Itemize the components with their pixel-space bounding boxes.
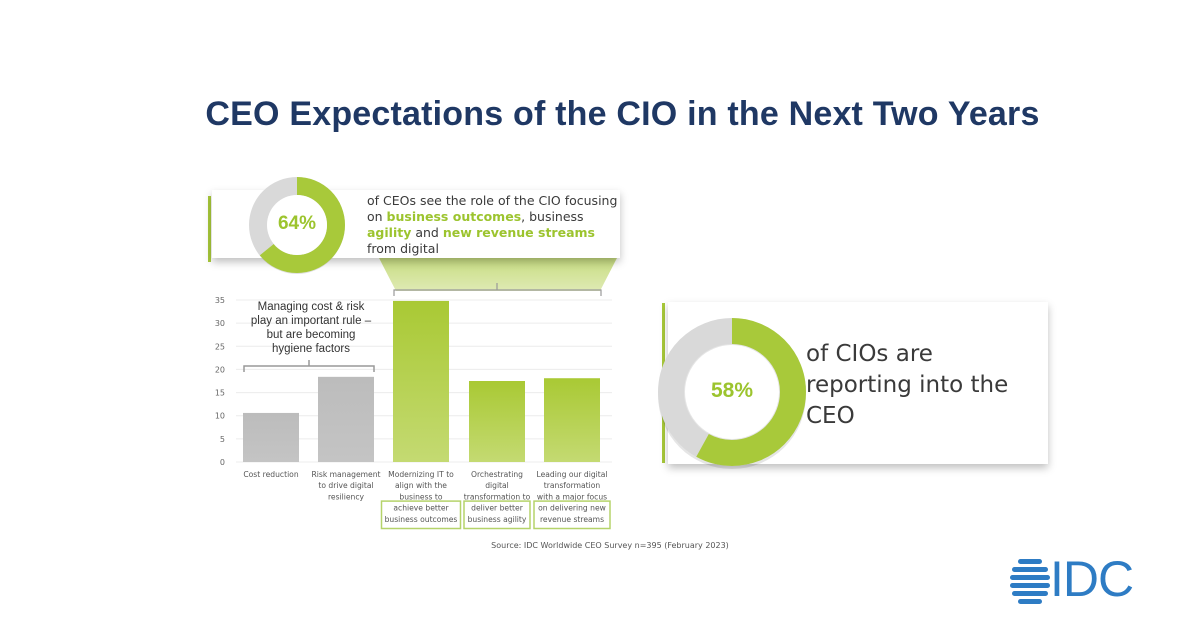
y-tick-label: 5 — [220, 435, 225, 444]
donut-64 — [249, 177, 345, 274]
highlight-text: business outcomes — [386, 209, 522, 224]
callout-text-part: from digital — [367, 241, 439, 256]
x-tick-label-highlighted: business outcomes — [385, 515, 458, 524]
idc-logo-icon — [1010, 559, 1050, 604]
x-tick-label: to drive digital — [318, 481, 373, 490]
x-tick-label: Risk management — [311, 470, 380, 479]
bar — [318, 376, 374, 462]
donut-58-arc — [658, 318, 806, 466]
page-title: CEO Expectations of the CIO in the Next … — [205, 95, 1040, 133]
callout-right-text: of CIOs are reporting into the CEO — [806, 341, 1009, 429]
bar — [393, 300, 449, 462]
donut-64-center — [267, 195, 327, 255]
idc-logo-text: IDC — [1050, 551, 1134, 607]
bracket-gray — [243, 360, 375, 372]
x-tick-label-highlighted: on delivering new — [538, 504, 606, 513]
x-tick-label: align with the — [395, 481, 447, 490]
bar — [544, 378, 600, 462]
x-tick-label: Leading our digital — [537, 470, 608, 479]
y-tick-label: 10 — [215, 412, 225, 421]
highlight-text: agility — [367, 225, 412, 240]
funnel-shape — [378, 256, 618, 291]
x-tick-label-highlighted: revenue streams — [540, 515, 604, 524]
source-note: Source: IDC Worldwide CEO Survey n=395 (… — [491, 541, 729, 550]
percent-64: 64% — [277, 213, 317, 234]
y-tick-label: 25 — [215, 342, 225, 351]
highlight-box — [380, 500, 462, 530]
donut-58-center — [685, 345, 779, 439]
bar — [243, 412, 299, 462]
x-tick-label-highlighted: achieve better — [393, 504, 449, 513]
highlight-text: new revenue streams — [442, 225, 595, 240]
x-tick-label: with a major focus — [537, 492, 607, 501]
callout-text-part: and — [411, 225, 443, 240]
x-tick-label: digital — [485, 481, 509, 490]
percent-58: 58% — [710, 379, 754, 402]
x-tick-label-highlighted: business agility — [468, 515, 527, 524]
callout-text-part: of CEOs see the role of the CIO focusing… — [367, 193, 618, 224]
bar — [469, 381, 525, 462]
y-tick-label: 30 — [215, 319, 225, 328]
x-tick-label: Modernizing IT to — [388, 470, 454, 479]
bracket-green — [393, 283, 602, 296]
card-accent-line — [208, 196, 211, 262]
y-tick-label: 20 — [215, 365, 225, 374]
y-tick-label: 35 — [215, 296, 225, 305]
highlight-box — [463, 500, 531, 530]
x-tick-label: transformation to — [464, 492, 531, 501]
donut-58 — [658, 318, 806, 469]
x-tick-label: Cost reduction — [243, 470, 298, 479]
callout-top-text: of CEOs see the role of the CIO focusing… — [367, 193, 627, 257]
x-tick-label: business to — [399, 492, 442, 501]
x-tick-label-highlighted: deliver better — [471, 504, 524, 513]
x-tick-label: resiliency — [328, 492, 365, 501]
callout-text-part: , business — [521, 209, 584, 224]
donut-64-arc — [249, 177, 345, 273]
chart-annotation: Managing cost & risk play an important r… — [250, 301, 372, 355]
x-tick-label: transformation — [544, 481, 601, 490]
x-tick-label: Orchestrating — [471, 470, 523, 479]
highlight-box — [533, 500, 611, 530]
y-tick-label: 0 — [220, 458, 225, 467]
y-tick-label: 15 — [215, 389, 225, 398]
